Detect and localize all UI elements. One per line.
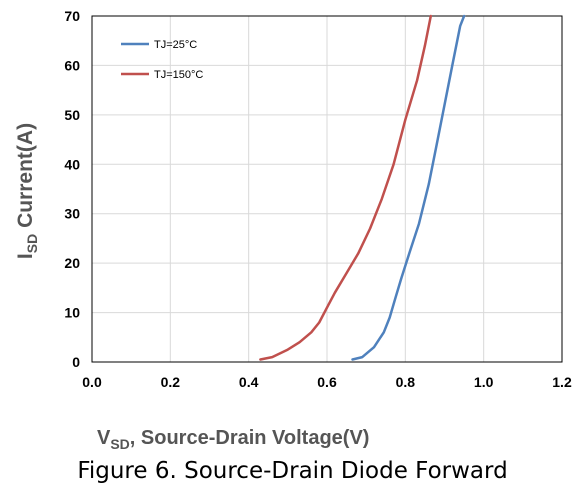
- series-line-1: [259, 14, 433, 361]
- x-tick-label-2: 0.4: [239, 374, 259, 390]
- y-tick-label-2: 20: [64, 255, 80, 271]
- x-tick-label-6: 1.2: [552, 374, 572, 390]
- y-label-sub: SD: [24, 234, 40, 253]
- series-lines: [259, 14, 466, 361]
- series-line-0: [351, 14, 466, 361]
- x-label-rest: , Source-Drain Voltage(V): [130, 427, 370, 449]
- x-tick-label-4: 0.8: [396, 374, 416, 390]
- x-label-sub: SD: [110, 436, 129, 452]
- y-label-rest: Current(A): [14, 123, 37, 234]
- tick-labels: 0.0 0.2 0.4 0.6 0.8 1.0 1.2 0 10 20 30 40 50 60 70: [64, 8, 572, 390]
- y-tick-label-1: 10: [64, 305, 80, 321]
- y-axis-label: ISD Current(A): [14, 123, 40, 259]
- y-label-main: I: [14, 253, 37, 259]
- gridlines: [91, 15, 563, 363]
- chart-svg: 0.0 0.2 0.4 0.6 0.8 1.0 1.2 0 10 20 30 40 50 60 70 TJ=…: [14, 8, 572, 452]
- legend-label-0: TJ=25°C: [154, 39, 197, 51]
- y-tick-label-7: 70: [64, 8, 80, 24]
- x-tick-label-3: 0.6: [317, 374, 337, 390]
- legend-label-1: TJ=150°C: [154, 69, 203, 81]
- x-label-main: V: [97, 427, 111, 449]
- x-tick-label-5: 1.0: [474, 374, 494, 390]
- y-tick-label-3: 30: [64, 206, 80, 222]
- y-tick-label-5: 50: [64, 107, 80, 123]
- legend: TJ=25°C TJ=150°C: [121, 39, 203, 81]
- plot-frame: [91, 15, 563, 363]
- x-axis-label: VSD, Source-Drain Voltage(V): [97, 427, 369, 452]
- x-tick-label-0: 0.0: [82, 374, 102, 390]
- figure-caption: Figure 6. Source-Drain Diode Forward: [77, 458, 508, 484]
- x-tick-label-1: 0.2: [161, 374, 181, 390]
- y-tick-label-0: 0: [72, 354, 80, 370]
- y-tick-label-4: 40: [64, 156, 80, 172]
- y-tick-label-6: 60: [64, 57, 80, 73]
